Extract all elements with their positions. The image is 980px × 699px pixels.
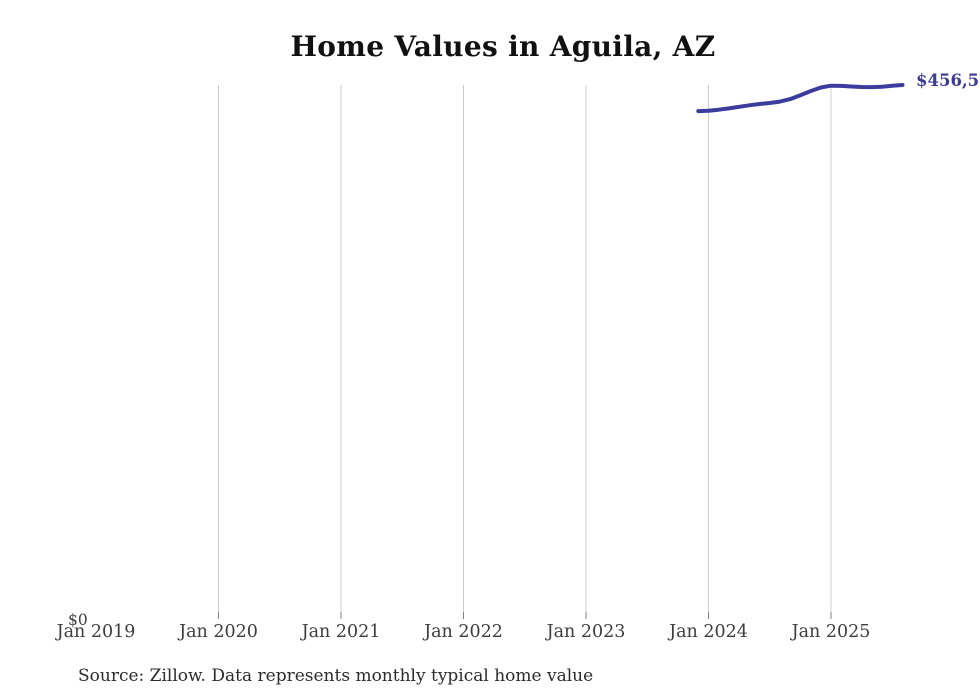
x-axis-tick-label: Jan 2025 <box>791 622 871 642</box>
x-axis-tick-label: Jan 2020 <box>179 622 258 642</box>
x-axis-tick-label: Jan 2022 <box>424 622 503 642</box>
y-axis-zero-label: $0 <box>68 611 88 629</box>
home-value-line <box>696 83 905 114</box>
x-axis-tick-label: Jan 2019 <box>56 622 136 642</box>
source-note: Source: Zillow. Data represents monthly … <box>78 666 594 686</box>
x-axis-tick-label: Jan 2024 <box>669 622 748 642</box>
x-axis-tick-label: Jan 2023 <box>546 622 626 642</box>
x-axis-tick-label: Jan 2021 <box>301 622 381 642</box>
series-end-value-label: $456,500 <box>916 71 980 90</box>
chart-title: Home Values in Aguila, AZ <box>290 30 716 63</box>
